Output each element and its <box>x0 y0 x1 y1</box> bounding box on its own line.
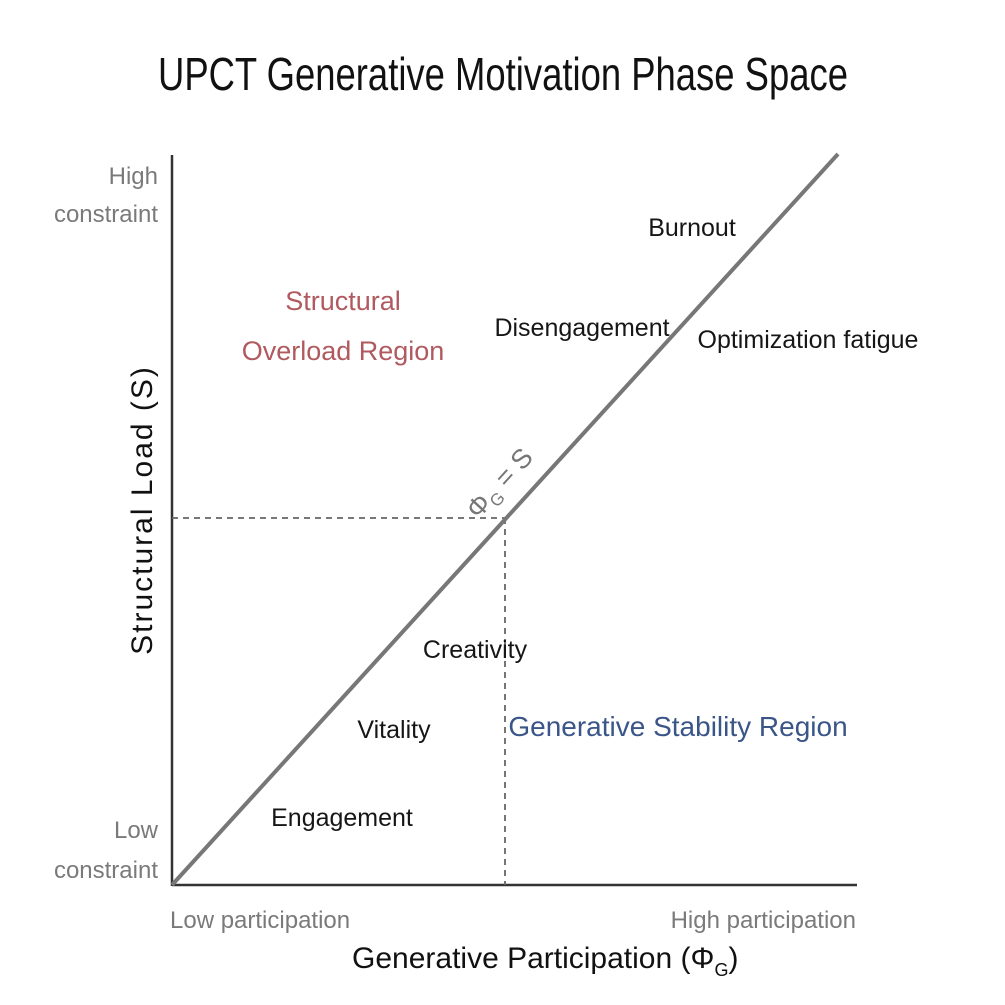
overload-region-label-line1: Structural <box>285 286 401 316</box>
diagram-title: UPCT Generative Motivation Phase Space <box>158 48 848 100</box>
state-burnout: Burnout <box>648 214 736 242</box>
y-high-label-line1: High <box>109 163 158 190</box>
overload-region-label-line2: Overload Region <box>242 336 445 366</box>
y-axis-title: Structural Load (S) <box>126 365 159 655</box>
y-high-label-line2: constraint <box>54 201 158 228</box>
equilibrium-line <box>170 152 840 887</box>
x-high-label: High participation <box>671 907 856 934</box>
equilibrium-line-label: ΦG = S <box>460 442 541 527</box>
x-axis-title-close: ) <box>728 942 738 975</box>
y-low-label-line2: constraint <box>54 857 158 884</box>
state-disengagement: Disengagement <box>494 314 669 342</box>
state-creativity: Creativity <box>423 636 528 664</box>
x-axis-title-subscript: G <box>714 960 728 980</box>
x-axis-title: Generative Participation (ΦG) <box>352 942 738 980</box>
state-vitality: Vitality <box>357 716 431 744</box>
y-low-label-line1: Low <box>114 817 159 844</box>
stability-region-label: Generative Stability Region <box>508 711 847 742</box>
x-low-label: Low participation <box>170 907 350 934</box>
equilibrium-line-label-group: ΦG = S <box>460 442 541 527</box>
state-optimization-fatigue: Optimization fatigue <box>698 326 919 354</box>
state-engagement: Engagement <box>271 804 413 832</box>
x-axis-title-main: Generative Participation (Φ <box>352 942 714 975</box>
